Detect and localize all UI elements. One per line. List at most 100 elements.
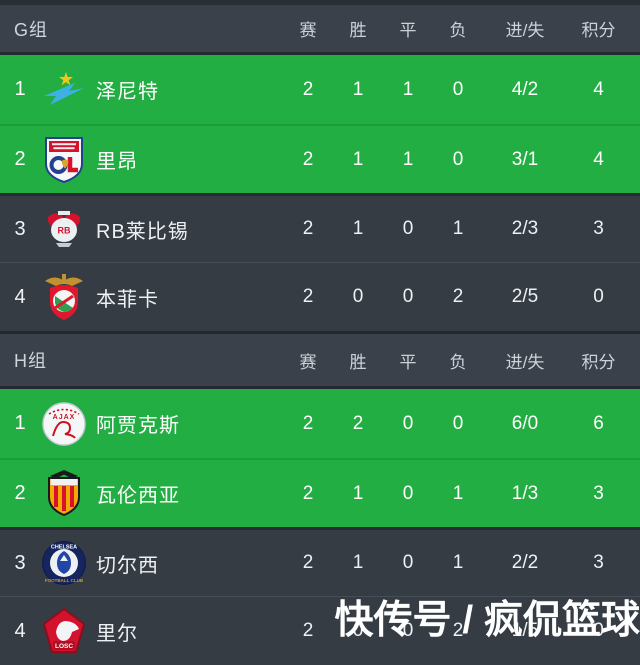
row-stats: 2 2 0 0 6/0 6 — [283, 413, 640, 435]
stat-matches: 2 — [302, 482, 314, 504]
stat-points: 0 — [593, 620, 604, 641]
rank-label: 4 — [14, 619, 26, 642]
top-divider — [0, 0, 640, 5]
stat-wins: 2 — [352, 412, 364, 434]
row-stats: 2 1 1 0 4/2 4 — [283, 79, 640, 101]
row-stats: 2 0 0 2 2/5 0 — [283, 286, 640, 308]
table-row[interactable]: 3 CHELSEA FOOTBALL CLUB 切尔西 2 1 0 1 2/2 3 — [0, 527, 640, 596]
column-header-losses: 负 — [449, 21, 467, 40]
table-row[interactable]: 3 RB RB莱比锡 2 1 0 1 2/3 3 — [0, 193, 640, 262]
stat-draws: 1 — [402, 148, 414, 170]
team-name: 阿贾克斯 — [96, 415, 180, 437]
stat-losses: 0 — [452, 148, 464, 170]
team-name: 切尔西 — [96, 554, 159, 577]
stat-wins: 1 — [352, 552, 364, 573]
group-label: G组 — [14, 19, 49, 40]
stat-points: 4 — [593, 78, 604, 100]
stat-matches: 2 — [302, 412, 314, 434]
row-stats: 2 1 0 1 2/2 3 — [283, 552, 640, 574]
column-headers: 赛 胜 平 负 进/失 积分 — [283, 348, 640, 373]
group-header: H组 赛 胜 平 负 进/失 积分 — [0, 331, 640, 389]
stat-losses: 1 — [452, 552, 464, 573]
stat-matches: 2 — [302, 620, 314, 641]
stat-losses: 0 — [452, 78, 464, 100]
chelsea-badge: CHELSEA FOOTBALL CLUB — [40, 540, 88, 586]
column-header-matches: 赛 — [299, 352, 317, 372]
stat-draws: 0 — [402, 620, 414, 641]
stat-losses: 1 — [452, 482, 464, 504]
lyon-badge — [40, 136, 88, 184]
stat-goals: 1/3 — [511, 482, 539, 504]
valencia-badge — [40, 469, 88, 519]
stat-draws: 0 — [402, 218, 414, 239]
column-headers: 赛 胜 平 负 进/失 积分 — [283, 16, 640, 41]
stat-draws: 0 — [402, 482, 414, 504]
column-header-wins: 胜 — [349, 352, 367, 372]
stat-wins: 1 — [352, 78, 364, 100]
column-header-wins: 胜 — [349, 21, 367, 40]
row-stats: 2 1 0 1 1/3 3 — [283, 483, 640, 505]
stat-points: 0 — [593, 286, 604, 307]
team-name: 泽尼特 — [96, 81, 159, 103]
group-label: H组 — [14, 351, 47, 371]
stat-goals: 2/5 — [511, 286, 539, 307]
svg-text:CHELSEA: CHELSEA — [51, 545, 77, 551]
stat-losses: 1 — [452, 218, 464, 239]
row-stats: 2 1 1 0 3/1 4 — [283, 149, 640, 171]
stat-matches: 2 — [302, 286, 314, 307]
svg-text:AJAX: AJAX — [53, 414, 76, 421]
column-header-draws: 平 — [399, 352, 417, 372]
zenit-badge — [40, 68, 88, 112]
row-stats: 2 0 0 2 1/5 0 — [283, 620, 640, 642]
group-rows: 1 AJAX 阿贾克斯 2 2 0 0 6/0 6 2 瓦伦西亚 2 1 0 1 1/3 3 3 C… — [0, 389, 640, 665]
stat-points: 4 — [593, 148, 604, 170]
rank-label: 3 — [14, 551, 26, 574]
column-header-points: 积分 — [581, 352, 616, 372]
rank-label: 1 — [14, 78, 26, 100]
table-row[interactable]: 2 里昂 2 1 1 0 3/1 4 — [0, 124, 640, 193]
team-name: RB莱比锡 — [96, 220, 189, 243]
team-name: 里昂 — [96, 151, 138, 173]
team-name: 本菲卡 — [96, 288, 159, 311]
column-header-goals: 进/失 — [505, 21, 545, 40]
column-header-losses: 负 — [449, 352, 467, 372]
column-header-points: 积分 — [581, 21, 616, 40]
svg-text:LOSC: LOSC — [55, 643, 73, 650]
stat-goals: 2/2 — [511, 552, 539, 573]
svg-text:FOOTBALL CLUB: FOOTBALL CLUB — [45, 578, 84, 583]
stat-matches: 2 — [302, 552, 314, 573]
stat-points: 3 — [593, 552, 604, 573]
group-section: H组 赛 胜 平 负 进/失 积分 1 AJAX 阿贾克斯 2 2 0 0 6/0 6 2 瓦伦西亚… — [0, 331, 640, 665]
stat-goals: 3/1 — [511, 148, 539, 170]
stat-matches: 2 — [302, 218, 314, 239]
row-stats: 2 1 0 1 2/3 3 — [283, 218, 640, 240]
stat-losses: 2 — [452, 286, 464, 307]
stat-wins: 1 — [352, 482, 364, 504]
table-row[interactable]: 4 本菲卡 2 0 0 2 2/5 0 — [0, 262, 640, 331]
stat-losses: 0 — [452, 412, 464, 434]
table-row[interactable]: 2 瓦伦西亚 2 1 0 1 1/3 3 — [0, 458, 640, 527]
stat-wins: 0 — [352, 286, 364, 307]
ajax-badge: AJAX — [40, 401, 88, 447]
rank-label: 2 — [14, 148, 26, 170]
lille-badge: LOSC — [40, 607, 88, 655]
rank-label: 1 — [14, 412, 26, 434]
group-header: G组 赛 胜 平 负 进/失 积分 — [0, 5, 640, 55]
team-name: 里尔 — [96, 622, 138, 645]
stat-draws: 1 — [402, 78, 414, 100]
stat-wins: 0 — [352, 620, 364, 641]
stat-draws: 0 — [402, 412, 414, 434]
rank-label: 2 — [14, 482, 26, 504]
leipzig-badge: RB — [40, 208, 88, 250]
svg-text:RB: RB — [58, 226, 71, 236]
stat-wins: 1 — [352, 218, 364, 239]
table-row[interactable]: 1 AJAX 阿贾克斯 2 2 0 0 6/0 6 — [0, 389, 640, 458]
rank-label: 4 — [14, 285, 26, 308]
standings-table: G组 赛胜平负进/失 积分 1 泽尼特 2 1 1 0 4/2 4 2 里昂 2 1 1 0 3/1… — [0, 5, 640, 665]
stat-points: 3 — [593, 482, 604, 504]
rank-label: 3 — [14, 217, 26, 240]
table-row[interactable]: 1 泽尼特 2 1 1 0 4/2 4 — [0, 55, 640, 124]
stat-points: 3 — [593, 218, 604, 239]
stat-goals: 4/2 — [511, 78, 539, 100]
stat-draws: 0 — [402, 286, 414, 307]
